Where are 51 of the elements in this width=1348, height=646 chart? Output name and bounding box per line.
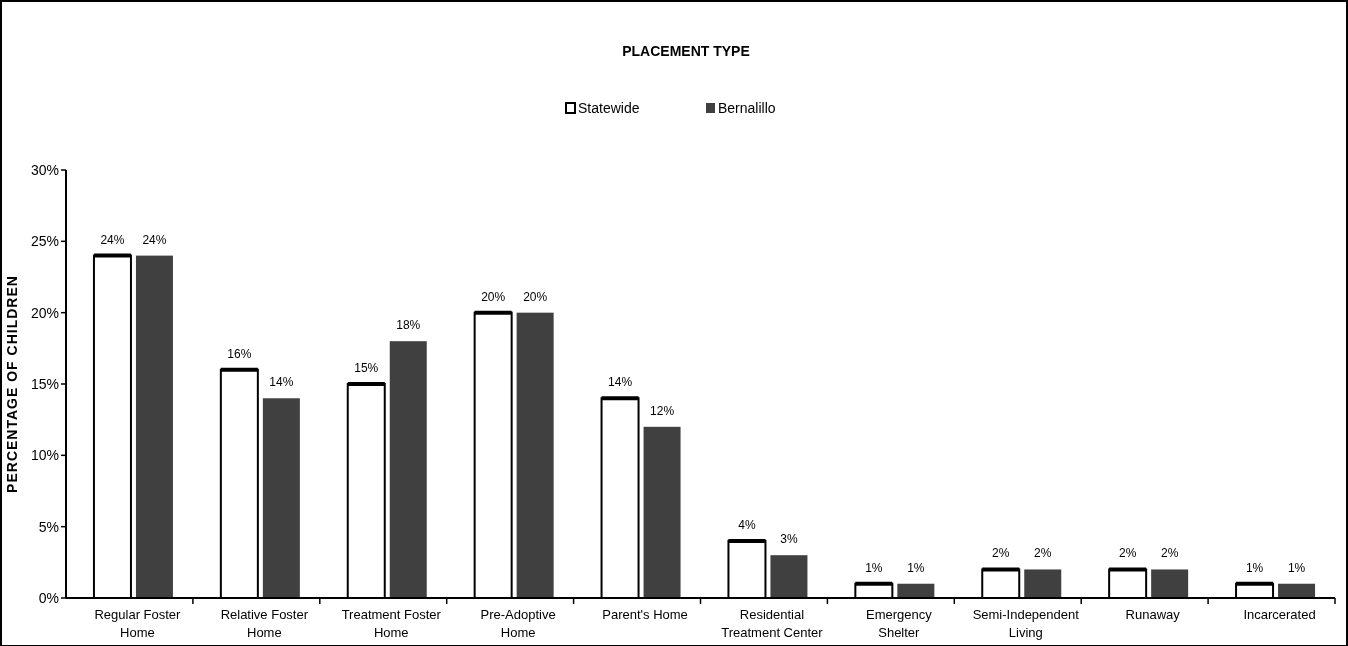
data-label: 2% <box>1160 546 1179 561</box>
y-axis-title: PERCENTAGE OF CHILDREN <box>4 275 20 493</box>
data-label: 2% <box>1034 546 1052 561</box>
data-label: 1% <box>907 560 925 575</box>
data-label: 16% <box>227 346 252 361</box>
bar <box>1278 583 1316 598</box>
legend-label: Bernalillo <box>718 100 776 116</box>
data-label: 2% <box>992 546 1010 561</box>
y-tick-label: 15% <box>30 376 59 392</box>
y-tick-label: 5% <box>38 518 59 535</box>
bar <box>643 426 681 598</box>
bar <box>770 555 808 598</box>
y-tick-label: 10% <box>30 447 59 464</box>
bar <box>897 583 935 598</box>
data-label: 2% <box>1118 546 1137 561</box>
y-tick-label: 30% <box>30 162 59 178</box>
data-label: 1% <box>865 560 883 575</box>
y-tick-label: 20% <box>30 304 59 321</box>
x-tick-label: Incarcerated <box>1243 607 1316 622</box>
data-label: 3% <box>780 532 798 547</box>
data-label: 24% <box>142 232 167 247</box>
y-tick-label: 0% <box>38 590 59 606</box>
data-label: 24% <box>100 232 125 247</box>
bar <box>262 398 300 598</box>
x-tick-label: Pre-Adoptive Home <box>480 607 556 640</box>
data-label: 14% <box>608 375 633 390</box>
data-label: 20% <box>481 289 506 304</box>
data-label: 15% <box>354 361 379 375</box>
data-label: 1% <box>1287 560 1306 575</box>
x-tick-label: Emergency Shelter <box>865 607 933 640</box>
legend-label: Statewide <box>578 100 640 116</box>
data-label: 1% <box>1245 560 1264 575</box>
x-tick-label: Runaway <box>1125 607 1181 622</box>
x-tick-label: Relative Foster Home <box>220 607 309 640</box>
bar <box>1024 569 1062 598</box>
data-label: 4% <box>738 517 756 532</box>
x-tick-label: Treatment Foster Home <box>341 607 442 640</box>
bar <box>516 312 554 598</box>
data-label: 12% <box>650 403 675 418</box>
bar <box>389 341 427 598</box>
x-tick-label: Regular Foster Home <box>94 607 182 640</box>
data-label: 20% <box>523 289 548 304</box>
bar <box>1151 569 1189 598</box>
chart-title: PLACEMENT TYPE <box>622 43 750 59</box>
x-tick-label: Semi-Independent Living <box>972 607 1080 640</box>
x-tick-label: Residential Treatment Center <box>721 607 824 640</box>
data-label: 18% <box>396 318 421 333</box>
data-label: 14% <box>269 375 294 390</box>
x-tick-label: Parent's Home <box>602 607 688 622</box>
bar <box>135 255 173 598</box>
y-tick-label: 25% <box>30 233 59 250</box>
